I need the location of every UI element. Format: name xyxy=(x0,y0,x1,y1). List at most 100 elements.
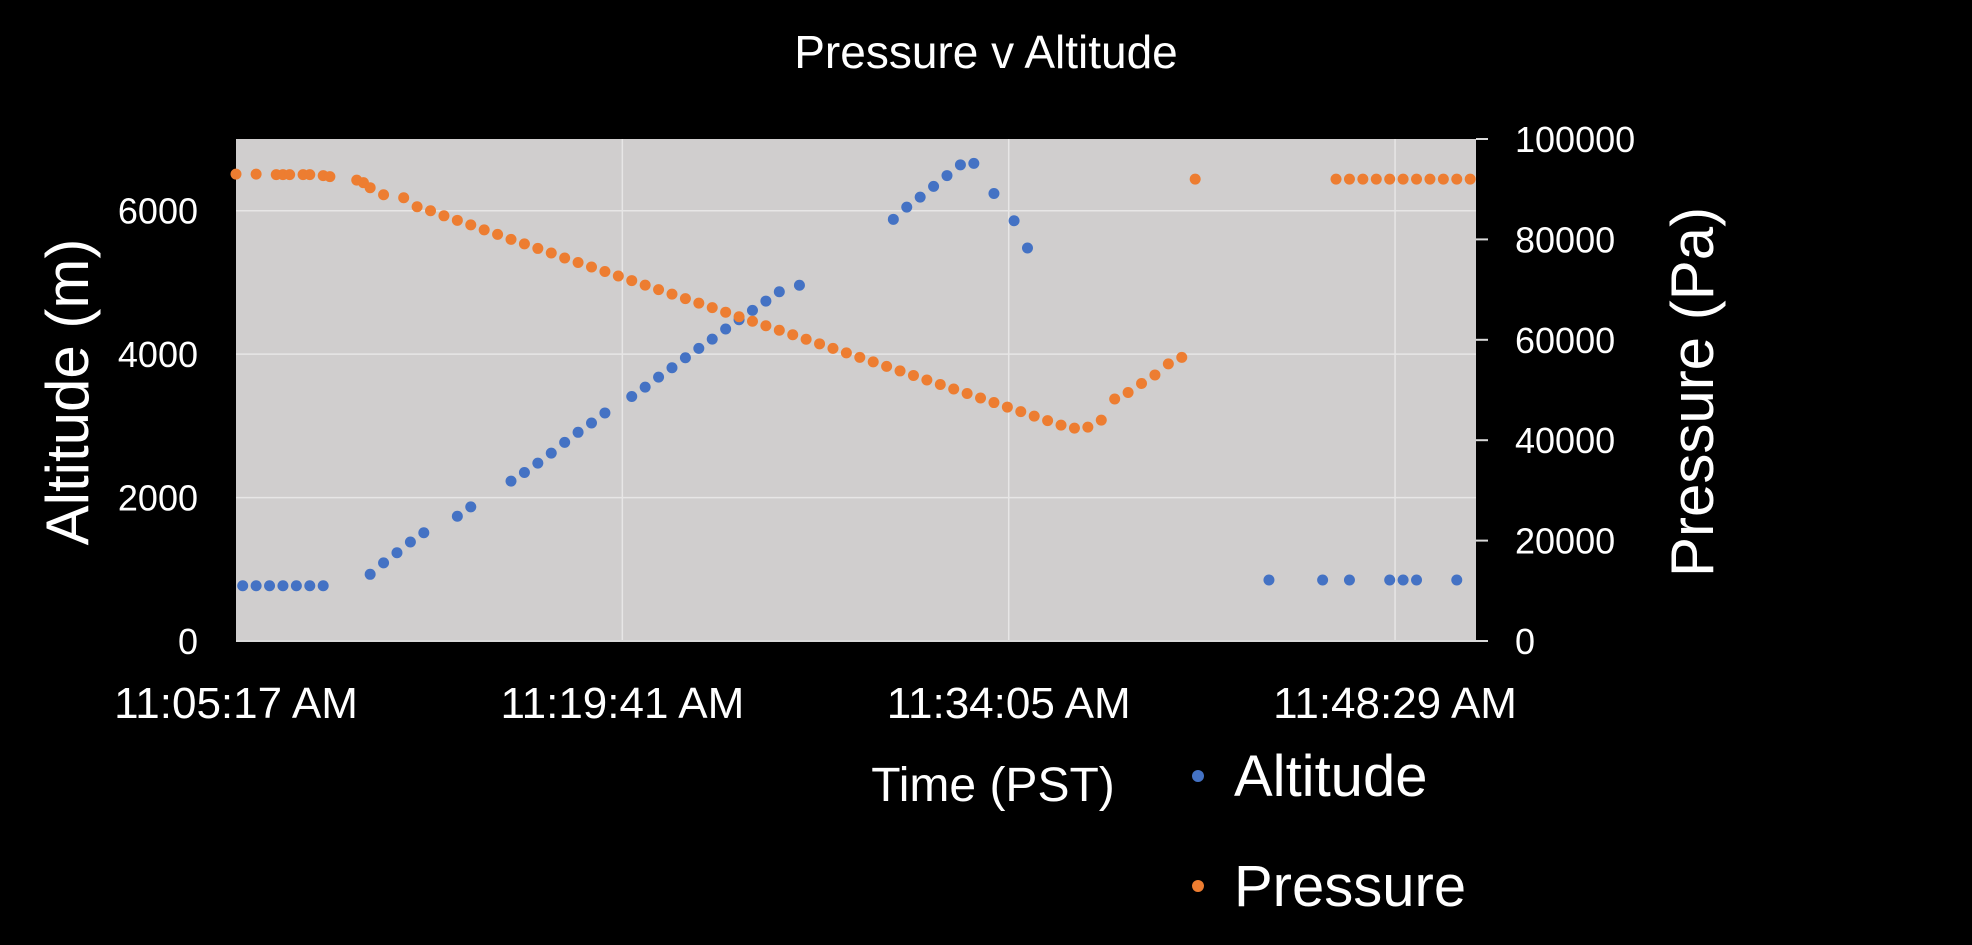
pressure-point xyxy=(881,360,893,372)
pressure-point xyxy=(1411,173,1423,185)
pressure-point xyxy=(612,270,624,282)
altitude-point xyxy=(887,213,899,225)
altitude-point xyxy=(639,381,651,393)
altitude-point xyxy=(954,159,966,171)
altitude-point xyxy=(1317,574,1329,586)
legend-marker-pressure xyxy=(1192,880,1204,892)
plot-area xyxy=(236,139,1476,641)
pressure-point xyxy=(1082,421,1094,433)
altitude-point xyxy=(237,580,249,592)
pressure-point xyxy=(653,284,665,296)
altitude-point xyxy=(1263,574,1275,586)
altitude-point xyxy=(317,580,329,592)
y-tick-label: 0 xyxy=(178,621,198,662)
pressure-point xyxy=(411,201,423,213)
altitude-point xyxy=(1008,215,1020,227)
pressure-point xyxy=(505,233,517,245)
y-tick-label: 2000 xyxy=(118,478,198,519)
pressure-point xyxy=(760,320,772,332)
altitude-point xyxy=(518,466,530,478)
pressure-point xyxy=(1424,173,1436,185)
pressure-point xyxy=(773,324,785,336)
altitude-point xyxy=(572,426,584,438)
altitude-point xyxy=(793,279,805,291)
pressure-point xyxy=(364,182,376,194)
pressure-point xyxy=(478,224,490,236)
x-tick-label: 11:05:17 AM xyxy=(114,679,358,728)
pressure-point xyxy=(1136,377,1148,389)
pressure-point xyxy=(465,219,477,231)
pressure-point xyxy=(666,288,678,300)
x-tick-label: 11:48:29 AM xyxy=(1273,679,1517,728)
altitude-point xyxy=(928,180,940,192)
altitude-point xyxy=(364,568,376,580)
pressure-point xyxy=(1343,173,1355,185)
altitude-point xyxy=(290,580,302,592)
altitude-point xyxy=(1021,242,1033,254)
pressure-point xyxy=(1384,173,1396,185)
altitude-point xyxy=(666,362,678,374)
altitude-point xyxy=(941,170,953,182)
altitude-point xyxy=(693,342,705,354)
pressure-point xyxy=(1015,406,1027,418)
altitude-point xyxy=(304,580,316,592)
pressure-point xyxy=(907,369,919,381)
pressure-point xyxy=(1330,173,1342,185)
pressure-point xyxy=(1149,369,1161,381)
y2-tick-label: 80000 xyxy=(1515,219,1615,260)
pressure-point xyxy=(518,238,530,250)
pressure-point xyxy=(626,275,638,287)
pressure-point xyxy=(1095,414,1107,426)
pressure-point xyxy=(1042,415,1054,427)
altitude-point xyxy=(679,352,691,364)
y2-tick-label: 20000 xyxy=(1515,521,1615,562)
pressure-point xyxy=(572,256,584,268)
altitude-point xyxy=(901,201,913,213)
pressure-point xyxy=(921,374,933,386)
pressure-point xyxy=(814,338,826,350)
altitude-point xyxy=(626,390,638,402)
x-axis-label: Time (PST) xyxy=(871,759,1115,812)
altitude-point xyxy=(404,536,416,548)
pressure-point xyxy=(230,168,242,180)
y-axis-ticks: 0 2000 4000 6000 xyxy=(118,191,198,662)
pressure-point xyxy=(840,347,852,359)
pressure-point xyxy=(1437,173,1449,185)
pressure-point xyxy=(532,242,544,254)
altitude-point xyxy=(1343,574,1355,586)
pressure-point xyxy=(1176,351,1188,363)
y2-tick-label: 0 xyxy=(1515,621,1535,662)
legend-label-pressure: Pressure xyxy=(1234,854,1466,919)
altitude-point xyxy=(1451,574,1463,586)
pressure-point xyxy=(585,261,597,273)
pressure-point xyxy=(398,192,410,204)
altitude-point xyxy=(418,527,430,539)
y-axis-label: Altitude (m) xyxy=(34,239,101,546)
altitude-point xyxy=(585,417,597,429)
pressure-point xyxy=(975,392,987,404)
altitude-point xyxy=(391,547,403,559)
pressure-point xyxy=(854,351,866,363)
altitude-point xyxy=(988,188,1000,200)
pressure-point xyxy=(1109,393,1121,405)
pressure-point xyxy=(1028,410,1040,422)
pressure-point xyxy=(934,378,946,390)
altitude-point xyxy=(264,580,276,592)
y-tick-label: 4000 xyxy=(118,334,198,375)
pressure-point xyxy=(639,279,651,291)
pressure-point xyxy=(1001,401,1013,413)
altitude-point xyxy=(250,580,262,592)
altitude-point xyxy=(720,323,732,335)
pressure-point xyxy=(787,329,799,341)
pressure-point xyxy=(324,171,336,183)
pressure-point xyxy=(706,302,718,314)
pressure-point xyxy=(545,247,557,259)
pressure-point xyxy=(438,210,450,222)
pressure-point xyxy=(1464,173,1476,185)
altitude-point xyxy=(532,457,544,469)
series-layer xyxy=(230,157,1476,592)
altitude-point xyxy=(760,295,772,307)
altitude-point xyxy=(559,436,571,448)
series-altitude xyxy=(237,157,1463,592)
